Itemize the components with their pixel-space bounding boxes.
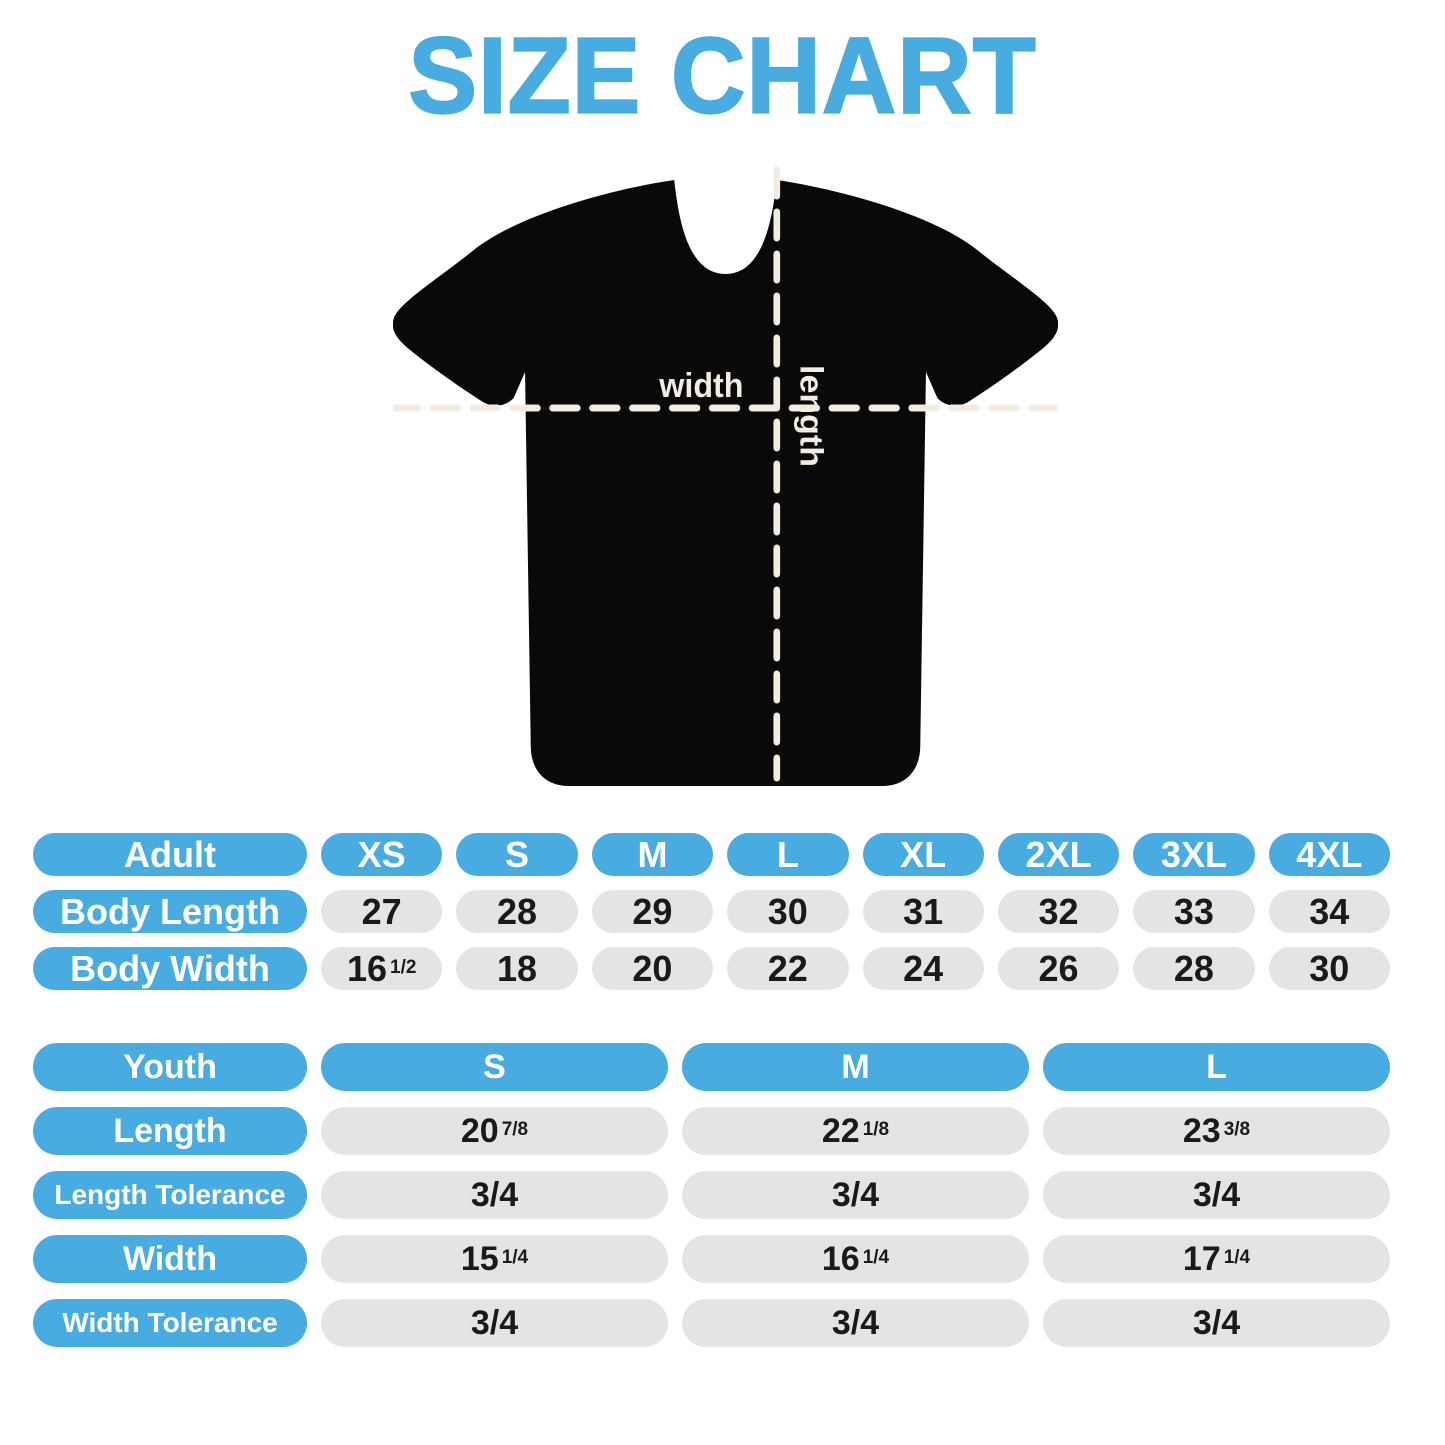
svg-text:width: width [658,367,743,405]
svg-text:length: length [793,365,829,467]
